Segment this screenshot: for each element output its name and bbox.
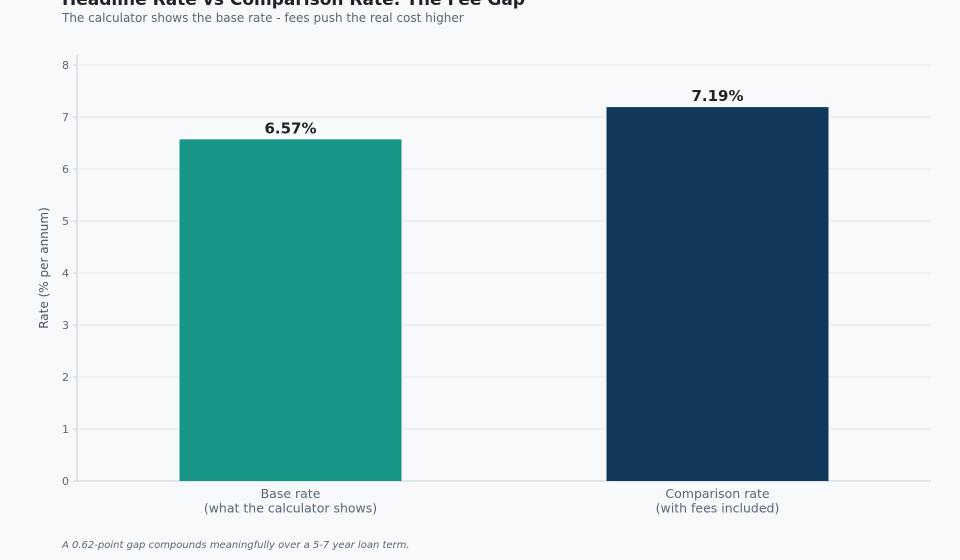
chart-footnote: A 0.62-point gap compounds meaningfully … — [62, 540, 410, 551]
x-category-label: Base rate — [261, 486, 321, 501]
bar-value-label: 6.57% — [264, 119, 316, 137]
y-tick-label: 6 — [62, 163, 69, 176]
y-tick-label: 7 — [62, 111, 69, 124]
y-tick-label: 5 — [62, 215, 69, 228]
y-tick-label: 1 — [62, 423, 69, 436]
y-tick-label: 0 — [62, 475, 69, 488]
bar — [179, 139, 402, 482]
chart-title: Headline Rate vs Comparison Rate: The Fe… — [62, 0, 525, 10]
y-tick-label: 2 — [62, 371, 69, 384]
y-tick-label: 3 — [62, 319, 69, 332]
bar — [606, 107, 829, 482]
y-tick-label: 4 — [62, 267, 69, 280]
bar-value-label: 7.19% — [691, 87, 743, 105]
y-tick-label: 8 — [62, 59, 69, 72]
x-category-label: (what the calculator shows) — [204, 501, 377, 516]
x-category-label: Comparison rate — [665, 486, 770, 501]
chart-subtitle: The calculator shows the base rate - fee… — [62, 11, 464, 25]
x-category-label: (with fees included) — [656, 501, 780, 516]
y-axis-title: Rate (% per annum) — [37, 207, 51, 329]
